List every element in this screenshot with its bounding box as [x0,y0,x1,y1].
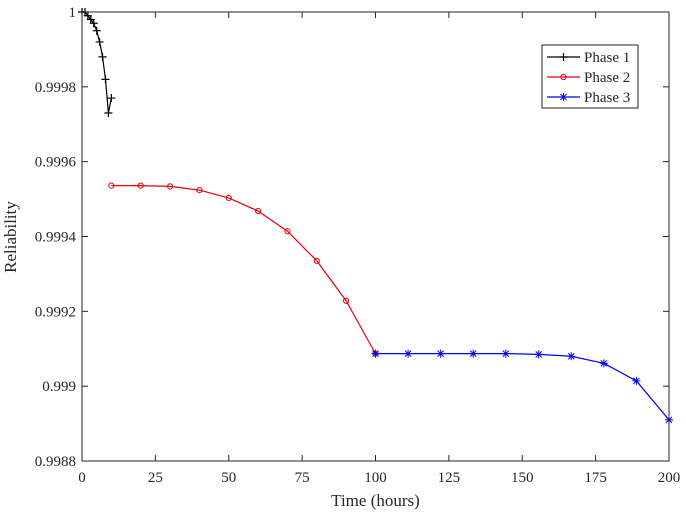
data-point-phase-1 [95,37,104,46]
x-tick-label: 150 [511,470,534,486]
legend-label-phase-1: Phase 1 [584,50,630,66]
data-point-phase-1 [89,19,98,28]
legend-marker-phase-2 [560,73,567,81]
x-tick-label: 100 [364,470,387,486]
data-point-phase-3 [501,349,510,358]
legend-marker-phase-3 [559,93,568,101]
y-tick-label: 0.9998 [35,80,76,96]
legend: Phase 1 Phase 2 Phase 3 [541,44,639,109]
plot-frame [81,11,670,462]
data-point-phase-2 [343,297,350,304]
data-point-phase-1 [104,109,113,118]
series-line-phase-2 [111,185,377,354]
data-point-phase-1 [92,26,101,35]
series-phase-3 [371,349,673,424]
axes-layer: 0 25 50 75 100 125 150 175 200 0.9988 0.999 0.9992 0… [35,5,681,486]
x-tick-label: 25 [148,470,163,486]
x-tick-label: 75 [295,470,310,486]
series-line-phase-3 [375,353,670,421]
y-tick-label: 0.9988 [35,454,76,470]
data-point-phase-3 [436,349,445,358]
data-point-phase-2 [284,228,291,235]
x-tick-label: 50 [221,470,236,486]
x-axis-label: Time (hours) [331,491,420,510]
x-tick-label: 125 [438,470,461,486]
data-point-phase-2 [137,182,144,189]
y-tick-label: 1 [69,5,77,21]
series-layer [78,8,673,424]
series-phase-2 [108,182,379,357]
data-point-phase-1 [107,94,116,103]
data-point-phase-3 [371,349,380,358]
x-tick-label: 175 [584,470,607,486]
y-tick-label: 0.9992 [35,304,76,320]
data-point-phase-1 [101,75,110,84]
legend-entry-phase-2: Phase 2 [547,70,630,86]
data-point-phase-2 [108,182,115,189]
y-axis-label: Reliability [1,201,20,273]
data-point-phase-3 [404,349,413,358]
legend-label-phase-3: Phase 3 [584,90,630,106]
data-point-phase-2 [313,257,320,264]
legend-label-phase-2: Phase 2 [584,70,630,86]
data-point-phase-3 [469,349,478,358]
data-point-phase-2 [225,194,232,202]
data-point-phase-1 [98,52,107,61]
y-tick-label: 0.9996 [35,155,77,171]
data-point-phase-2 [196,187,203,194]
data-point-phase-3 [534,350,543,359]
legend-marker-phase-1 [559,53,568,61]
y-tick-label: 0.999 [42,379,76,395]
y-tick-label: 0.9994 [35,230,77,246]
data-point-phase-3 [632,376,641,385]
data-point-phase-3 [599,359,608,368]
data-point-phase-2 [255,207,262,215]
x-tick-label: 0 [78,470,86,486]
legend-entry-phase-3: Phase 3 [547,90,630,106]
series-phase-1 [78,8,116,118]
x-tick-label: 200 [658,470,681,486]
data-point-phase-3 [567,352,576,361]
data-point-phase-2 [166,183,174,190]
legend-entry-phase-1: Phase 1 [547,50,630,66]
